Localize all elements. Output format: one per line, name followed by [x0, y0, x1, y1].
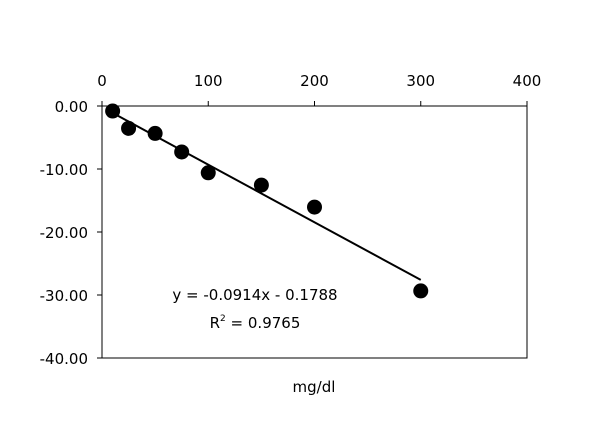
data-point — [121, 120, 137, 136]
x-axis-title: mg/dl — [293, 378, 336, 396]
plot-area — [101, 105, 528, 359]
equation-label: y = -0.0914x - 0.1788 — [172, 286, 337, 304]
x-tick-label: 0 — [97, 72, 107, 90]
x-tick-label: 300 — [406, 72, 435, 90]
y-tick-label: -10.00 — [40, 161, 88, 179]
data-point — [200, 165, 216, 181]
r2-label: R2 = 0.9765 — [210, 314, 301, 332]
x-tick-label: 200 — [300, 72, 329, 90]
data-point — [105, 103, 121, 119]
data-point — [174, 144, 190, 160]
data-point — [147, 125, 163, 141]
data-point — [413, 283, 429, 299]
trendline — [112, 112, 422, 281]
y-tick-label: -30.00 — [40, 287, 88, 305]
x-tick-label: 100 — [194, 72, 223, 90]
y-tick-label: -20.00 — [40, 224, 88, 242]
x-tick-label: 400 — [513, 72, 542, 90]
data-point — [307, 199, 322, 215]
y-tick-label: 0.00 — [55, 98, 88, 116]
y-tick-label: -40.00 — [40, 350, 88, 368]
data-point — [253, 177, 269, 193]
